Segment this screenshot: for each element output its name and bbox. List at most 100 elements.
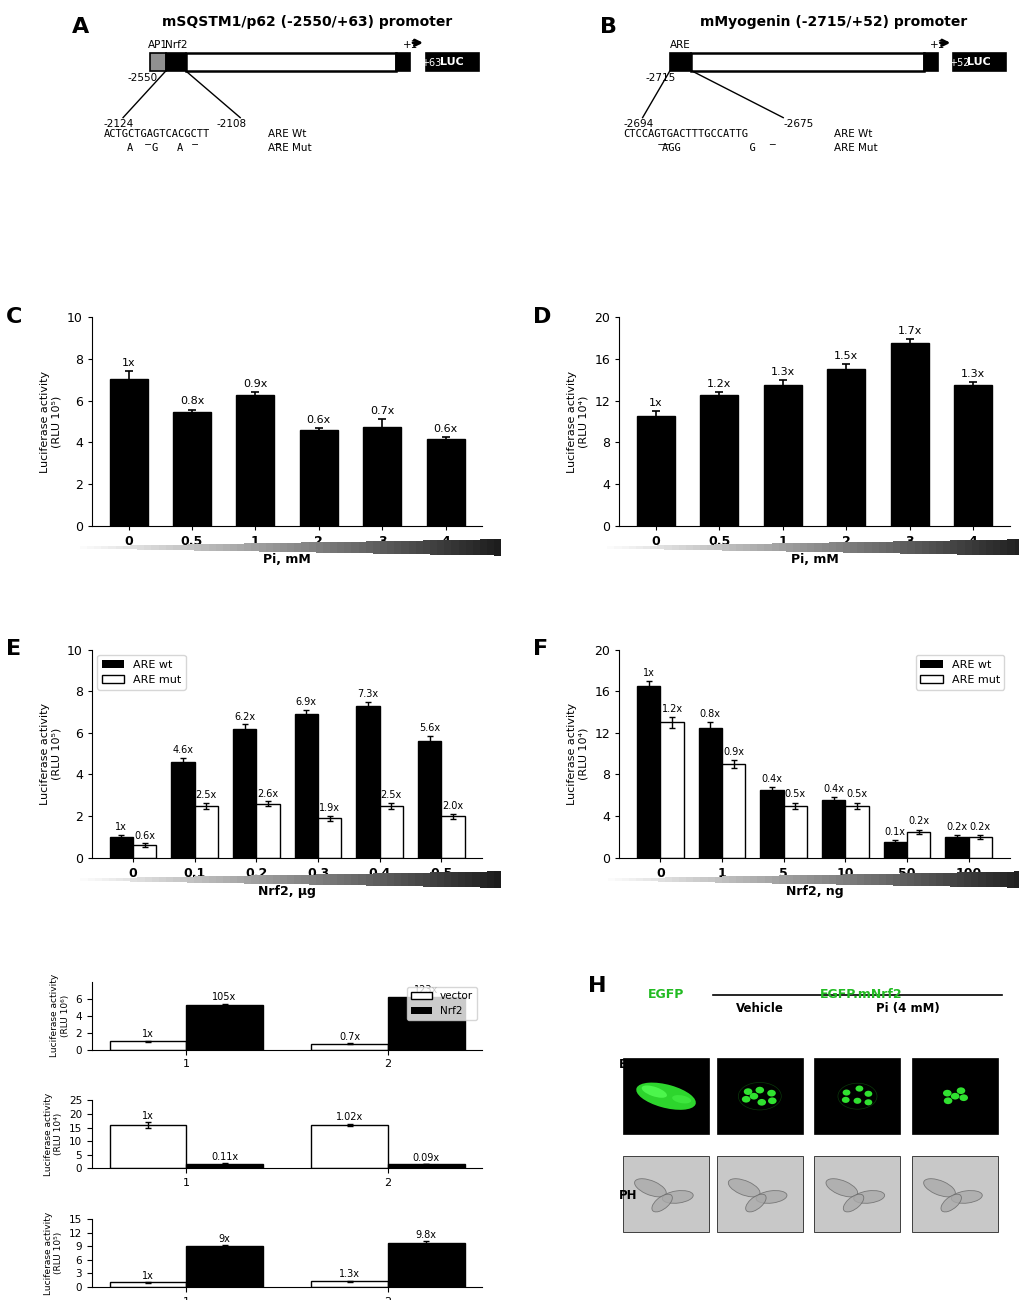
- Bar: [256, 803, 279, 858]
- Bar: [72, 546, 79, 549]
- Bar: [356, 706, 379, 858]
- Text: -2124: -2124: [103, 120, 133, 130]
- Bar: [749, 543, 756, 551]
- Text: 0.4x: 0.4x: [761, 774, 782, 784]
- Bar: [293, 875, 301, 884]
- Bar: [450, 872, 458, 887]
- Bar: [923, 53, 936, 70]
- Bar: [195, 876, 202, 883]
- Bar: [864, 542, 871, 552]
- Bar: [208, 545, 215, 551]
- Text: 0.6x: 0.6x: [307, 415, 330, 425]
- Ellipse shape: [864, 1091, 871, 1097]
- Bar: [466, 540, 473, 555]
- Text: 0.5x: 0.5x: [784, 789, 805, 800]
- Bar: [1007, 540, 1014, 555]
- Bar: [396, 53, 410, 70]
- Bar: [186, 1247, 263, 1287]
- Bar: [714, 876, 721, 883]
- Bar: [742, 543, 749, 551]
- Text: 1x: 1x: [642, 668, 654, 677]
- Y-axis label: Luciferase activity
(RLU 10⁴): Luciferase activity (RLU 10⁴): [567, 370, 588, 472]
- Bar: [984, 872, 991, 887]
- Bar: [899, 874, 906, 885]
- Ellipse shape: [864, 1100, 871, 1105]
- Bar: [814, 875, 820, 884]
- Bar: [800, 875, 807, 884]
- Bar: [343, 874, 351, 885]
- Bar: [999, 872, 1006, 888]
- Bar: [693, 878, 700, 883]
- Bar: [330, 542, 337, 552]
- Text: 0.2x: 0.2x: [946, 822, 966, 832]
- Text: 0.7x: 0.7x: [370, 407, 394, 416]
- Bar: [814, 1058, 900, 1135]
- Bar: [426, 439, 465, 525]
- Bar: [465, 872, 472, 888]
- Bar: [943, 541, 950, 554]
- Bar: [159, 878, 166, 883]
- Ellipse shape: [745, 1195, 765, 1212]
- Bar: [209, 876, 216, 883]
- Bar: [101, 546, 108, 549]
- Bar: [783, 806, 806, 858]
- Legend: ARE wt, ARE mut: ARE wt, ARE mut: [915, 655, 1004, 689]
- Bar: [425, 53, 478, 70]
- Ellipse shape: [855, 1086, 862, 1092]
- Bar: [750, 876, 757, 883]
- Bar: [166, 878, 173, 883]
- Bar: [964, 541, 971, 555]
- Ellipse shape: [757, 1098, 765, 1106]
- Bar: [352, 542, 359, 554]
- Text: Nrf2: Nrf2: [164, 40, 186, 49]
- Bar: [1014, 540, 1019, 555]
- Bar: [764, 876, 771, 884]
- Text: 0.9x: 0.9x: [722, 746, 744, 757]
- Text: -2675: -2675: [783, 120, 813, 130]
- Ellipse shape: [950, 1093, 959, 1100]
- Bar: [607, 879, 614, 880]
- Text: -2694: -2694: [623, 120, 653, 130]
- Bar: [800, 543, 807, 551]
- Bar: [1006, 871, 1013, 888]
- Bar: [956, 872, 963, 887]
- Bar: [216, 876, 223, 883]
- Text: 1.3x: 1.3x: [339, 1269, 360, 1279]
- Bar: [970, 872, 977, 887]
- Text: 0.09x: 0.09x: [413, 1153, 439, 1162]
- Bar: [473, 540, 480, 555]
- Bar: [186, 1005, 263, 1049]
- Text: 1.9x: 1.9x: [319, 803, 339, 814]
- Bar: [672, 878, 679, 881]
- Bar: [294, 714, 318, 858]
- Bar: [493, 871, 500, 888]
- Bar: [678, 545, 685, 550]
- Bar: [623, 1156, 708, 1232]
- Bar: [871, 542, 878, 552]
- Ellipse shape: [767, 1097, 775, 1104]
- Bar: [698, 728, 721, 858]
- Bar: [949, 872, 956, 887]
- Text: A: A: [72, 17, 90, 36]
- Text: 2.6x: 2.6x: [257, 789, 278, 798]
- Bar: [487, 540, 494, 555]
- Bar: [272, 543, 279, 551]
- Bar: [968, 837, 991, 858]
- Text: 6.2x: 6.2x: [233, 712, 255, 722]
- Text: 1.02x: 1.02x: [335, 1113, 363, 1122]
- Bar: [318, 818, 341, 858]
- Bar: [878, 542, 886, 554]
- Bar: [600, 879, 607, 880]
- Ellipse shape: [943, 1089, 951, 1096]
- Bar: [685, 545, 692, 550]
- Bar: [892, 874, 899, 885]
- Ellipse shape: [959, 1095, 967, 1101]
- Bar: [850, 542, 857, 552]
- Text: ACTGCTGAGTCACGCTT: ACTGCTGAGTCACGCTT: [103, 130, 210, 139]
- Bar: [770, 543, 777, 551]
- Text: EGFP.mNrf2: EGFP.mNrf2: [819, 988, 902, 1001]
- Bar: [393, 874, 400, 887]
- Bar: [786, 875, 793, 884]
- Bar: [166, 53, 185, 70]
- Bar: [657, 878, 664, 881]
